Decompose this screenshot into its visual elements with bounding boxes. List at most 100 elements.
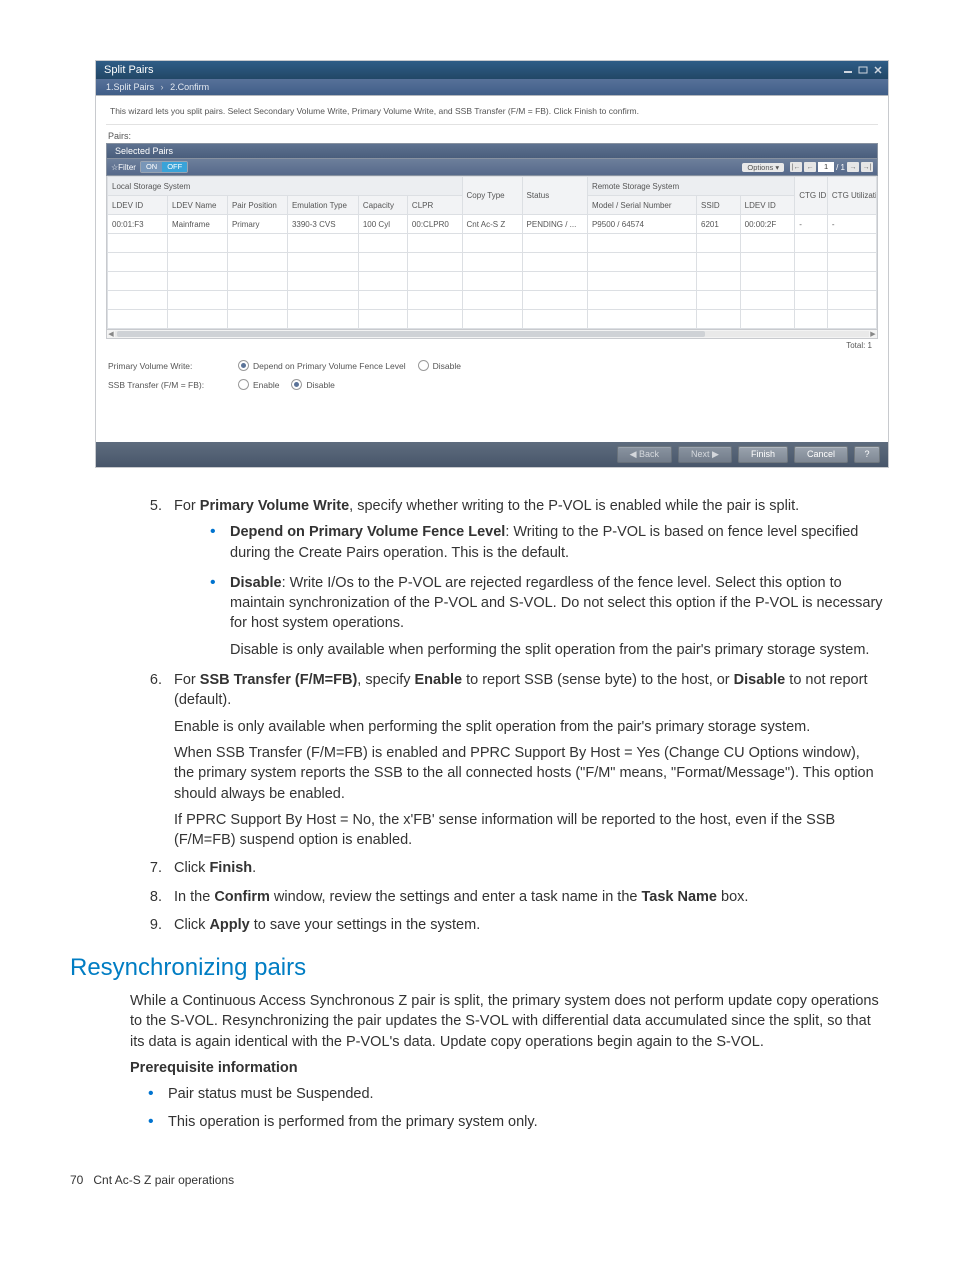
pvw-depend-label: Depend on Primary Volume Fence Level bbox=[253, 361, 406, 371]
resyn-heading: Resynchronizing pairs bbox=[70, 951, 884, 985]
maximize-icon[interactable] bbox=[857, 65, 869, 75]
page-last-icon[interactable]: →| bbox=[861, 162, 873, 172]
resyn-paragraph: While a Continuous Access Synchronous Z … bbox=[130, 991, 884, 1052]
dialog-footer: ◀ Back Next ▶ Finish Cancel ? bbox=[96, 442, 888, 467]
col-ctg-util: CTG Utilization bbox=[827, 177, 876, 215]
col-ldev-id: LDEV ID bbox=[108, 196, 168, 215]
page-next-icon[interactable]: → bbox=[847, 162, 859, 172]
col-pair-pos: Pair Position bbox=[227, 196, 287, 215]
step-9: Click Apply to save your settings in the… bbox=[166, 915, 884, 935]
cell-ssid: 6201 bbox=[697, 215, 741, 234]
cell-remote-ldev-id: 00:00:2F bbox=[740, 215, 795, 234]
selected-pairs-table: Local Storage System Copy Type Status Re… bbox=[107, 176, 877, 329]
cell-capacity: 100 Cyl bbox=[358, 215, 407, 234]
ssb-enable-label: Enable bbox=[253, 380, 279, 390]
primary-volume-write-row: Primary Volume Write: Depend on Primary … bbox=[106, 356, 878, 375]
breadcrumb-step-1[interactable]: 1.Split Pairs bbox=[106, 82, 154, 92]
scroll-left-icon[interactable]: ◀ bbox=[107, 330, 115, 338]
help-button[interactable]: ? bbox=[854, 446, 880, 463]
cell-clpr: 00:CLPR0 bbox=[407, 215, 462, 234]
cell-copy-type: Cnt Ac-S Z bbox=[462, 215, 522, 234]
breadcrumb-step-2[interactable]: 2.Confirm bbox=[170, 82, 209, 92]
dialog-titlebar: Split Pairs bbox=[96, 61, 888, 79]
scrollbar-thumb[interactable] bbox=[117, 331, 705, 337]
pvw-depend-radio[interactable]: Depend on Primary Volume Fence Level bbox=[238, 360, 406, 371]
prereq-item-1: Pair status must be Suspended. bbox=[130, 1084, 884, 1104]
wizard-breadcrumb: 1.Split Pairs › 2.Confirm bbox=[96, 79, 888, 96]
prereq-item-2: This operation is performed from the pri… bbox=[130, 1112, 884, 1132]
filter-on: ON bbox=[141, 162, 162, 172]
prereq-heading: Prerequisite information bbox=[130, 1058, 884, 1078]
step-7: Click Finish. bbox=[166, 858, 884, 878]
ssb-label: SSB Transfer (F/M = FB): bbox=[108, 380, 226, 390]
col-ctg-id: CTG ID bbox=[795, 177, 828, 215]
split-pairs-dialog: Split Pairs 1.Split Pairs › 2.Confirm Th… bbox=[95, 60, 889, 468]
step-5-term: Primary Volume Write bbox=[200, 498, 349, 514]
table-total: Total: 1 bbox=[846, 341, 872, 350]
cancel-button[interactable]: Cancel bbox=[794, 446, 848, 463]
col-group-remote: Remote Storage System bbox=[587, 177, 794, 196]
radio-icon bbox=[238, 379, 249, 390]
chevron-right-icon: › bbox=[157, 82, 168, 92]
page-number: 70 bbox=[70, 1173, 83, 1187]
cell-status: PENDING / ... bbox=[522, 215, 587, 234]
cell-ctg-util: - bbox=[827, 215, 876, 234]
wizard-instructions: This wizard lets you split pairs. Select… bbox=[106, 104, 878, 125]
cell-ldev-name: Mainframe bbox=[167, 215, 227, 234]
table-row bbox=[108, 291, 877, 310]
table-row bbox=[108, 253, 877, 272]
pvw-label: Primary Volume Write: bbox=[108, 361, 226, 371]
back-button[interactable]: ◀ Back bbox=[617, 446, 672, 463]
table-toolbar: ☆Filter ON OFF Options ▾ |← ← 1 / 1 → →| bbox=[106, 158, 878, 176]
cell-pair-pos: Primary bbox=[227, 215, 287, 234]
radio-icon bbox=[238, 360, 249, 371]
ssb-enable-radio[interactable]: Enable bbox=[238, 379, 279, 390]
col-ldev-name: LDEV Name bbox=[167, 196, 227, 215]
cell-emu-type: 3390-3 CVS bbox=[287, 215, 358, 234]
options-button[interactable]: Options ▾ bbox=[742, 163, 784, 172]
pairs-label: Pairs: bbox=[108, 131, 878, 141]
filter-toggle[interactable]: ON OFF bbox=[140, 161, 188, 173]
filter-label: ☆Filter bbox=[111, 163, 136, 172]
table-row bbox=[108, 310, 877, 329]
ssb-disable-label: Disable bbox=[306, 380, 334, 390]
col-emu-type: Emulation Type bbox=[287, 196, 358, 215]
scrollbar-track[interactable] bbox=[115, 331, 869, 337]
minimize-icon[interactable] bbox=[842, 65, 854, 75]
cell-ldev-id: 00:01:F3 bbox=[108, 215, 168, 234]
step-8: In the Confirm window, review the settin… bbox=[166, 887, 884, 907]
close-icon[interactable] bbox=[872, 65, 884, 75]
step-5: For Primary Volume Write, specify whethe… bbox=[166, 496, 884, 660]
selected-pairs-header: Selected Pairs bbox=[106, 143, 878, 158]
table-row bbox=[108, 272, 877, 291]
page-first-icon[interactable]: |← bbox=[790, 162, 802, 172]
col-model-serial: Model / Serial Number bbox=[587, 196, 696, 215]
step-5-bullet-1: Depend on Primary Volume Fence Level: Wr… bbox=[210, 522, 884, 563]
next-button[interactable]: Next ▶ bbox=[678, 446, 732, 463]
scroll-right-icon[interactable]: ▶ bbox=[869, 330, 877, 338]
table-pager: |← ← 1 / 1 → →| bbox=[790, 162, 873, 172]
table-row bbox=[108, 234, 877, 253]
page-footer: 70 Cnt Ac-S Z pair operations bbox=[70, 1173, 954, 1187]
page-number-input[interactable]: 1 bbox=[818, 162, 834, 172]
ssb-disable-radio[interactable]: Disable bbox=[291, 379, 334, 390]
col-ssid: SSID bbox=[697, 196, 741, 215]
table-row[interactable]: 00:01:F3 Mainframe Primary 3390-3 CVS 10… bbox=[108, 215, 877, 234]
page-prev-icon[interactable]: ← bbox=[804, 162, 816, 172]
col-status: Status bbox=[522, 177, 587, 215]
horizontal-scrollbar[interactable]: ◀ ▶ bbox=[106, 330, 878, 339]
dialog-title: Split Pairs bbox=[104, 61, 154, 79]
radio-icon bbox=[291, 379, 302, 390]
pvw-disable-label: Disable bbox=[433, 361, 461, 371]
filter-off: OFF bbox=[162, 162, 187, 172]
col-copy-type: Copy Type bbox=[462, 177, 522, 215]
cell-ctg-id: - bbox=[795, 215, 828, 234]
ssb-transfer-row: SSB Transfer (F/M = FB): Enable Disable bbox=[106, 375, 878, 394]
pvw-disable-radio[interactable]: Disable bbox=[418, 360, 461, 371]
document-body: For Primary Volume Write, specify whethe… bbox=[70, 496, 884, 1133]
page-footer-title: Cnt Ac-S Z pair operations bbox=[93, 1173, 234, 1187]
finish-button[interactable]: Finish bbox=[738, 446, 788, 463]
col-capacity: Capacity bbox=[358, 196, 407, 215]
col-group-local: Local Storage System bbox=[108, 177, 463, 196]
radio-icon bbox=[418, 360, 429, 371]
